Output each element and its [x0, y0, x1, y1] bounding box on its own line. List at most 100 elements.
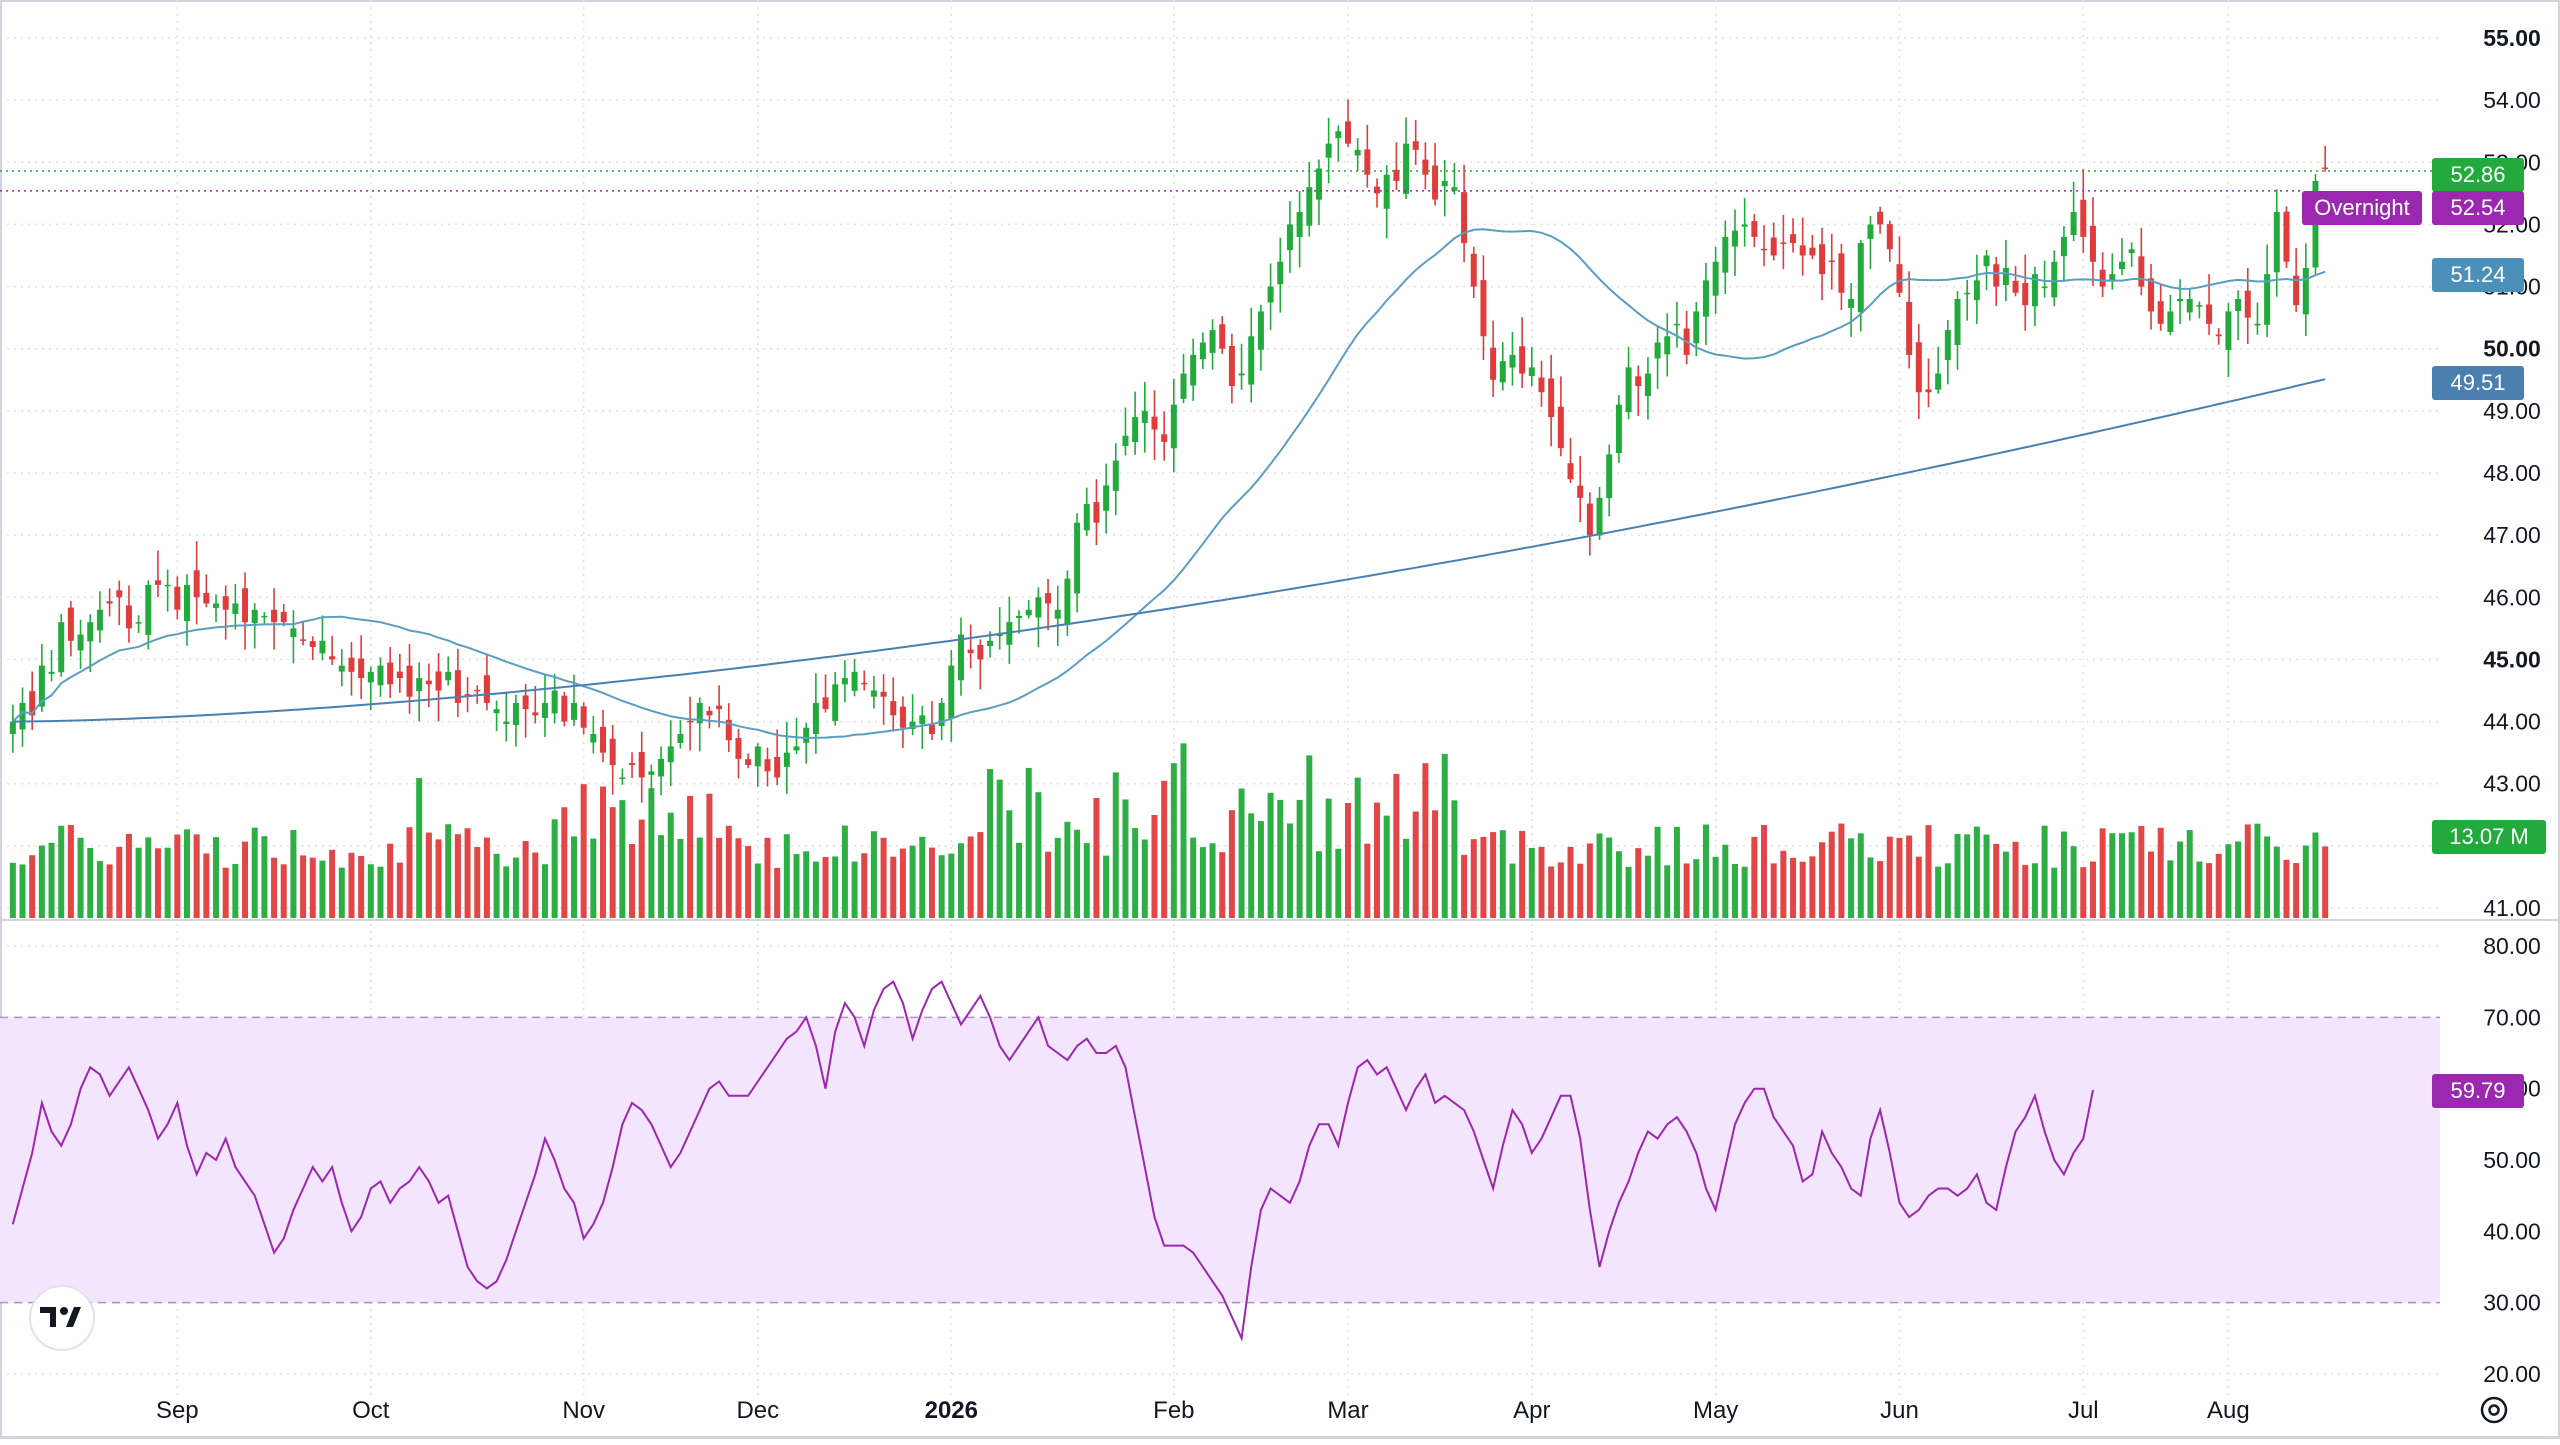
candle-body	[1983, 255, 1990, 267]
overnight-price-label: 52.54	[2450, 195, 2505, 220]
price-tick-label: 47.00	[2483, 522, 2541, 548]
candle-body	[1180, 373, 1187, 399]
rsi-band-fill	[0, 1017, 2440, 1303]
volume-bar	[1093, 797, 1100, 918]
volume-bar	[1925, 825, 1932, 918]
candle-body	[164, 584, 171, 587]
candle-body	[2186, 299, 2193, 313]
candle-body	[1248, 336, 1255, 385]
candle-body	[2177, 299, 2184, 302]
candle-body	[377, 665, 384, 686]
ma-short-tag: 51.24	[2432, 258, 2524, 292]
volume-bar	[1780, 850, 1787, 918]
candle-body	[1519, 346, 1526, 374]
volume-bar	[541, 864, 548, 918]
candle-body	[1103, 485, 1110, 511]
volume-bar	[358, 855, 365, 918]
candle-body	[512, 702, 519, 726]
candle-body	[1209, 330, 1216, 353]
volume-bar	[1480, 836, 1487, 918]
volume-bar	[1199, 847, 1206, 918]
candle-body	[1277, 261, 1284, 285]
volume-bar	[658, 835, 665, 918]
candle-body	[2254, 323, 2261, 326]
volume-bar	[2206, 863, 2213, 918]
volume-bar	[309, 857, 316, 918]
volume-bar	[1422, 763, 1429, 918]
volume-bar	[2022, 864, 2029, 918]
candle-body	[1499, 361, 1506, 383]
candle-body	[1461, 192, 1468, 244]
volume-bar	[1035, 792, 1042, 918]
candle-body	[58, 622, 65, 673]
candle-body	[1722, 236, 1729, 273]
volume-bar	[822, 856, 829, 918]
candle-body	[793, 746, 800, 751]
candle-body	[1654, 342, 1661, 359]
candle-body	[329, 656, 336, 660]
candle-body	[1267, 286, 1274, 303]
candle-body	[1528, 367, 1535, 376]
candle-body	[1344, 121, 1351, 144]
volume-bar	[735, 838, 742, 918]
candle-body	[1325, 143, 1332, 158]
volume-bar	[1741, 866, 1748, 918]
candle-body	[1790, 234, 1797, 244]
candle-body	[957, 634, 964, 681]
volume-bar	[570, 836, 577, 918]
rsi-label: 59.79	[2450, 1078, 2505, 1103]
price-tick-label: 48.00	[2483, 460, 2541, 486]
volume-bar	[203, 853, 210, 918]
candle-body	[1741, 224, 1748, 227]
candle-body	[1712, 261, 1719, 296]
volume-bar	[2215, 853, 2222, 918]
volume-bar	[96, 861, 103, 918]
volume-bar	[890, 856, 897, 918]
volume-tag: 13.07 M	[2432, 820, 2546, 854]
volume-bar	[754, 863, 761, 918]
volume-bar	[1393, 773, 1400, 918]
candle-body	[2080, 199, 2087, 237]
candle-body	[503, 721, 510, 725]
volume-bar	[1857, 833, 1864, 918]
price-tick-label: 49.00	[2483, 398, 2541, 424]
candle-body	[822, 697, 829, 710]
volume-bar	[1548, 866, 1555, 918]
time-tick-label: Mar	[1327, 1397, 1368, 1424]
volume-bar	[987, 769, 994, 918]
volume-bar	[2273, 846, 2280, 918]
candle-body	[948, 665, 955, 719]
volume-bar	[261, 836, 268, 918]
candle-body	[1190, 354, 1197, 386]
tradingview-logo-icon[interactable]	[29, 1285, 95, 1351]
candle-body	[1693, 311, 1700, 344]
candle-body	[561, 695, 568, 722]
volume-bar	[135, 847, 142, 918]
volume-bar	[454, 834, 461, 918]
candle-body	[1296, 212, 1303, 237]
price-tick-label: 44.00	[2483, 709, 2541, 735]
volume-bar	[1606, 837, 1613, 918]
time-tick-label: Jul	[2068, 1397, 2099, 1424]
volume-bar	[2080, 867, 2087, 918]
candle-body	[938, 702, 945, 727]
volume-bar	[1954, 834, 1961, 918]
volume-bar	[2031, 863, 2038, 918]
candle-body	[280, 611, 287, 623]
candle-body	[735, 738, 742, 759]
gear-icon[interactable]	[2480, 1396, 2508, 1424]
candle-body	[812, 702, 819, 735]
candle-body	[1877, 211, 1884, 225]
volume-bar	[1886, 836, 1893, 918]
volume-bar	[2186, 830, 2193, 918]
volume-bar	[590, 838, 597, 918]
volume-bar	[677, 838, 684, 918]
candle-body	[116, 590, 123, 598]
candle-body	[1761, 248, 1768, 251]
volume-bar	[367, 864, 374, 918]
volume-bar	[1025, 767, 1032, 918]
volume-bar	[329, 849, 336, 918]
price-lines	[0, 170, 2432, 192]
